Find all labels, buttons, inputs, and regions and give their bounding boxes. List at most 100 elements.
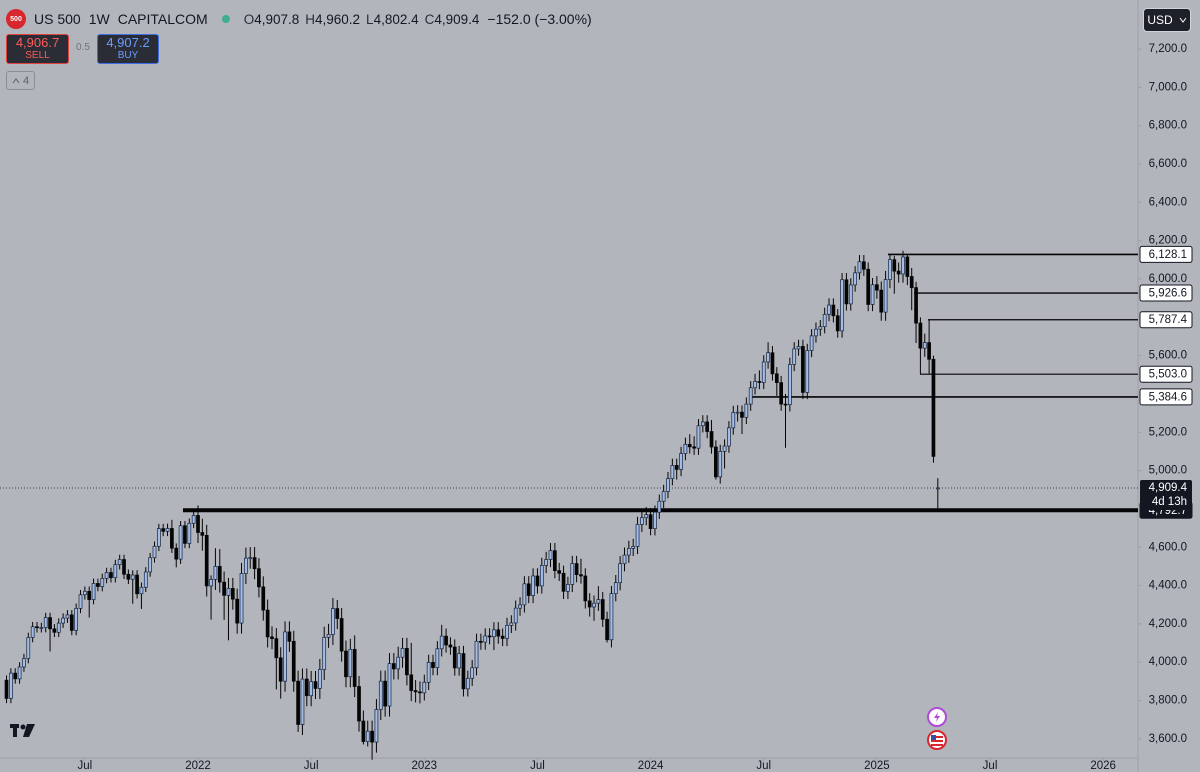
candle-body [718, 451, 723, 478]
candle-body [744, 403, 749, 418]
candle-body [840, 279, 844, 332]
candle-body [217, 566, 222, 583]
candle-body [52, 628, 57, 633]
candle-body [583, 575, 588, 602]
ohlc-item: C4,909.4 [425, 12, 480, 27]
candle-body [783, 403, 788, 406]
exchange: CAPITALCOM [117, 11, 208, 27]
candle-body [39, 627, 44, 629]
candle-body [396, 656, 401, 670]
level-label-box [1139, 245, 1193, 263]
candle-body [244, 557, 248, 574]
candle-body [331, 608, 335, 635]
candle-body [609, 593, 614, 641]
candle-body [905, 256, 910, 277]
economic-event-icon[interactable] [927, 730, 947, 750]
candle-body [400, 648, 405, 658]
x-tick-label: 2025 [864, 760, 890, 772]
candle-body [161, 528, 166, 532]
buy-button[interactable]: 4,907.2 BUY [97, 34, 159, 64]
symbol[interactable]: US 500 [34, 11, 81, 27]
candle-body [566, 584, 570, 592]
candle-body [426, 662, 431, 683]
candle-body [100, 578, 105, 587]
candle-body [761, 361, 766, 383]
candle-body [731, 412, 736, 429]
candle-body [235, 598, 240, 624]
candle-body [174, 547, 179, 560]
candle-body [378, 680, 383, 710]
candle-body [805, 350, 810, 393]
candle-body [448, 644, 453, 648]
candle-body [418, 691, 422, 694]
candle-body [935, 487, 940, 490]
candle-body [370, 730, 374, 743]
ohlc-item: L4,802.4 [366, 12, 419, 27]
candle-body [670, 465, 675, 479]
candle-body [848, 284, 853, 305]
candle-body [553, 550, 557, 571]
level-label: 5,384.6 [1149, 391, 1187, 403]
candle-body [278, 657, 283, 682]
candle-body [35, 626, 39, 629]
candle-body [204, 535, 209, 587]
candle-body [444, 635, 448, 646]
candle-body [779, 382, 784, 405]
y-tick-label: 4,000.0 [1149, 656, 1187, 668]
x-tick-label: Jul [756, 760, 771, 772]
candle-body [875, 284, 879, 291]
sell-button[interactable]: 4,906.7 SELL [6, 34, 69, 64]
x-tick-label: 2023 [412, 760, 438, 772]
candle-body [43, 617, 48, 628]
event-icon[interactable] [927, 707, 947, 727]
candle-body [587, 600, 592, 608]
candle-body [170, 528, 174, 549]
candle-body [213, 566, 218, 580]
y-tick-label: 3,600.0 [1149, 733, 1187, 745]
indicator-count: 4 [22, 74, 30, 87]
y-tick-label: 5,000.0 [1149, 465, 1187, 477]
candle-body [431, 662, 435, 668]
candle-body [596, 599, 601, 604]
indicators-toggle[interactable]: 4 [6, 71, 35, 90]
candle-body [296, 680, 300, 725]
candle-body [814, 328, 818, 337]
candle-body [252, 557, 257, 570]
candle-body [461, 653, 466, 690]
ohlc-key: L [366, 11, 374, 27]
candle-body [613, 582, 618, 594]
tv-logo [10, 724, 35, 737]
candle-body [722, 445, 727, 452]
ohlc-value: 4,802.4 [373, 11, 419, 27]
candle-body [866, 268, 871, 305]
candle-body [152, 545, 157, 559]
buy-label: BUY [117, 50, 139, 61]
level-label: 5,787.4 [1149, 314, 1188, 326]
x-tick-label: Jul [530, 760, 545, 772]
candle-body [348, 649, 353, 678]
currency-select[interactable]: USD [1143, 8, 1191, 32]
candle-body [304, 678, 309, 697]
candle-body [557, 570, 562, 574]
candle-body [387, 663, 392, 707]
x-tick-label: 2024 [638, 760, 664, 772]
candle-body [483, 635, 488, 643]
level-label-box [1139, 311, 1193, 329]
candle-body [735, 411, 740, 414]
ohlc-item: H4,960.2 [305, 12, 360, 27]
candle-body [30, 626, 35, 638]
candle-body [518, 604, 522, 609]
candle-body [274, 638, 279, 659]
candle-body [522, 583, 527, 606]
candle-body [574, 563, 579, 575]
interval[interactable]: 1W [88, 11, 110, 27]
candle-body [113, 564, 118, 579]
candle-body [644, 514, 649, 519]
candle-body [313, 681, 318, 689]
y-tick-label: 6,200.0 [1149, 235, 1187, 247]
candle-body [605, 618, 609, 641]
candle-body [283, 631, 287, 682]
candle-body [109, 572, 113, 579]
symbol-badge: 500 [6, 9, 26, 29]
candle-body [309, 681, 314, 697]
